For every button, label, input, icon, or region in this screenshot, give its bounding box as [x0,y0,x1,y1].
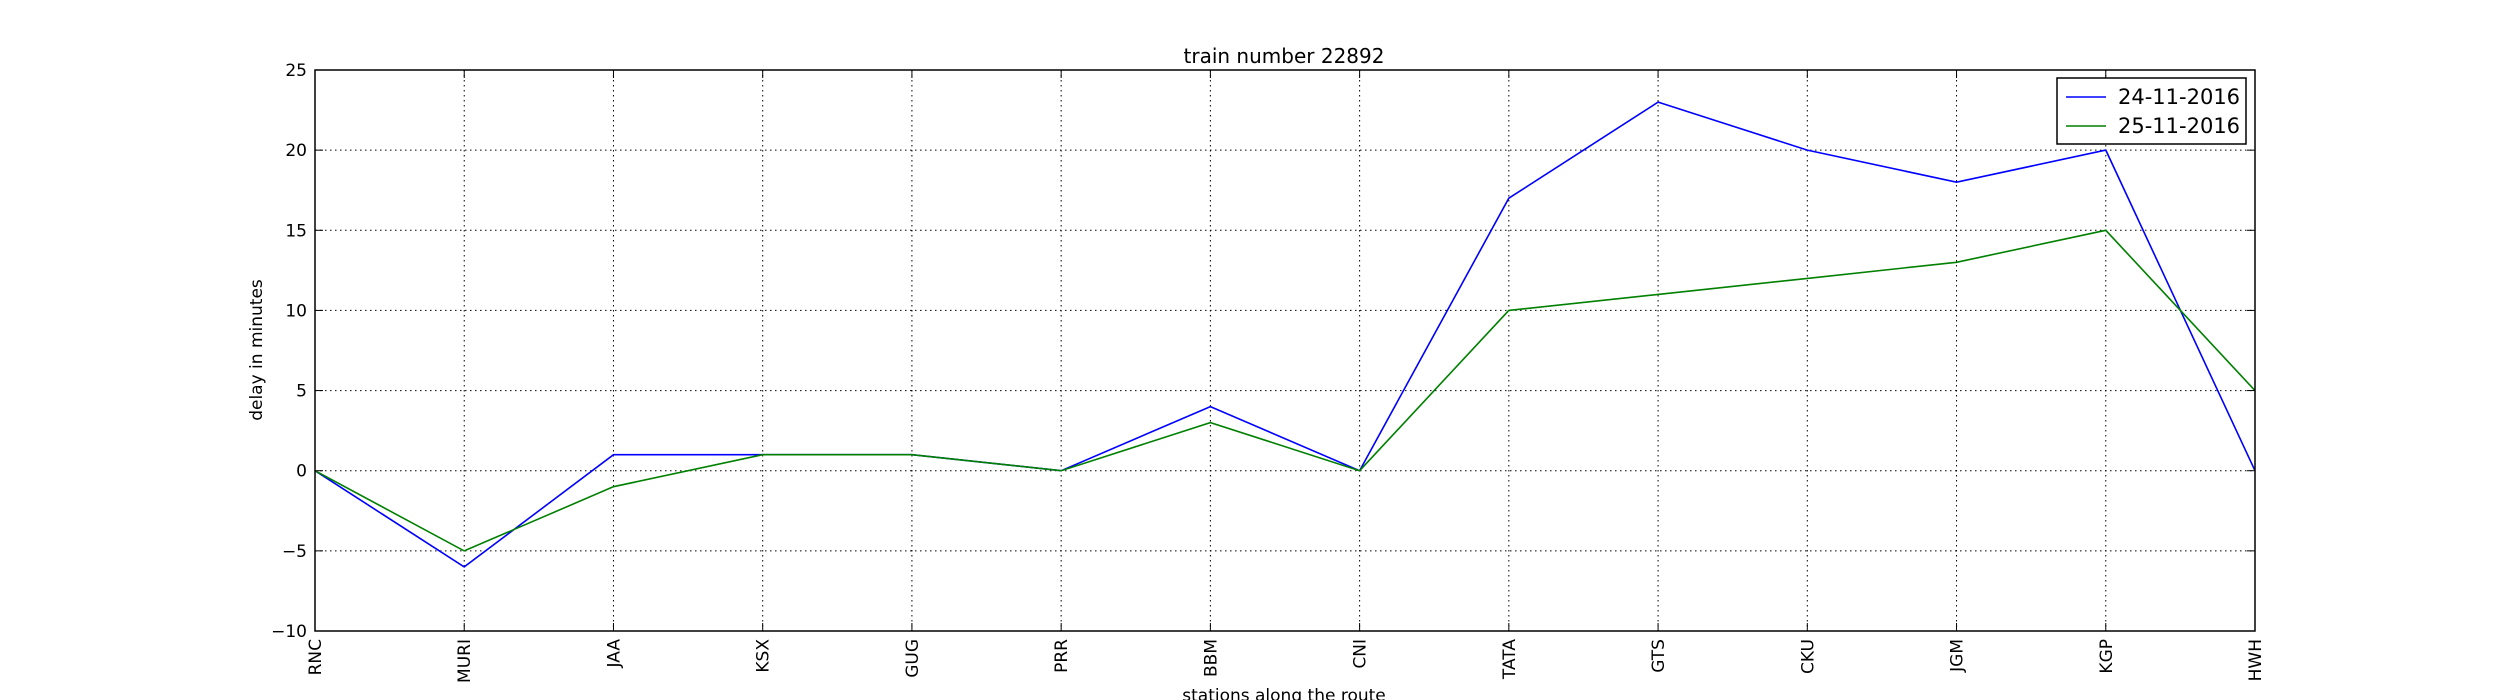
x-tick-label: TATA [1500,639,1520,680]
x-tick-label: CKU [1798,639,1818,674]
chart-title: train number 22892 [1184,44,1385,68]
x-tick-label: JGM [1948,639,1968,673]
x-tick-label: JAA [604,639,624,669]
y-tick-label: 20 [285,141,307,161]
y-tick-label: 15 [285,221,307,241]
x-tick-label: CNI [1351,639,1371,669]
gridlines [315,70,2255,631]
x-tick-label: GUG [903,639,923,678]
legend-box [2056,77,2247,145]
y-tick-label: 0 [296,462,307,482]
legend: 24-11-2016 25-11-2016 [2056,77,2247,145]
y-tick-label: −10 [271,622,307,642]
x-tick-label: PRR [1052,639,1072,673]
y-tick-label: −5 [282,542,307,562]
legend-label-1: 24-11-2016 [2118,85,2240,109]
series-line-2 [314,229,2256,552]
x-tick-label: GTS [1649,639,1669,673]
series-line-1 [314,101,2256,568]
y-tick-label: 10 [285,301,307,321]
axis-ticks: RNC MURI JAA KSX GUG PRR BBM CNI TATA GTS CKU JGM KG… [271,61,2266,683]
x-tick-label: KSX [754,639,774,673]
x-tick-label: KGP [2097,639,2117,674]
x-tick-label: BBM [1201,639,1221,677]
series-lines [314,101,2256,568]
x-tick-label: MURI [455,639,475,683]
x-tick-label: HWH [2246,639,2266,681]
y-tick-label: 25 [285,61,307,81]
x-tick-label: RNC [306,639,326,675]
y-axis-label: delay in minutes [247,279,267,421]
x-axis-label: stations along the route [1182,686,1386,700]
y-tick-label: 5 [296,382,307,402]
plot-frame [314,69,2256,632]
legend-label-2: 25-11-2016 [2118,114,2240,138]
